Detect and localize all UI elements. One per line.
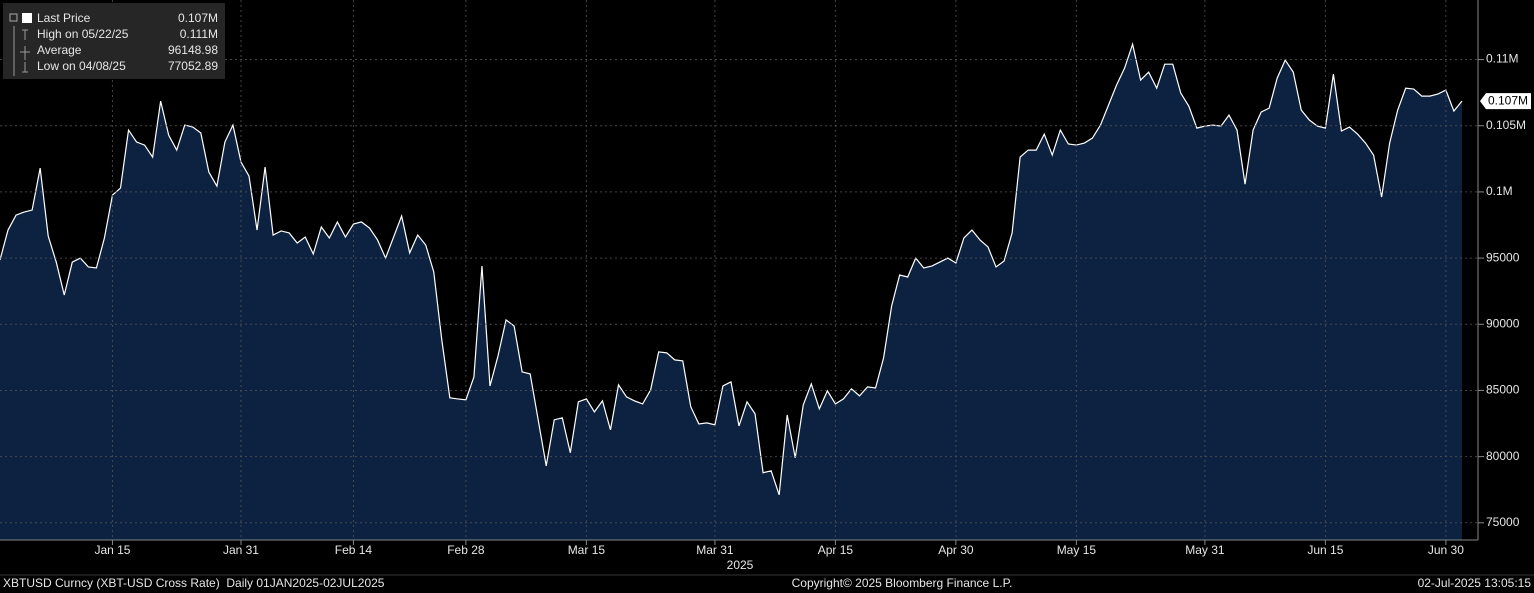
legend-name: Average bbox=[37, 43, 82, 57]
y-tick-label: 85000 bbox=[1486, 383, 1520, 397]
legend: Last Price 0.107M High on 05/22/25 0.111M Av… bbox=[3, 3, 225, 79]
footer-center: Copyright© 2025 Bloomberg Finance L.P. bbox=[792, 576, 1013, 590]
y-tick-label: 75000 bbox=[1486, 515, 1520, 529]
x-tick-label: Jun 15 bbox=[1307, 543, 1343, 557]
x-tick-label: Jan 31 bbox=[223, 543, 259, 557]
area-fill bbox=[0, 44, 1462, 541]
x-tick-label: Jan 15 bbox=[94, 543, 130, 557]
footer-left: XBTUSD Curncy (XBT-USD Cross Rate) Daily… bbox=[3, 576, 385, 590]
x-tick-label: Feb 28 bbox=[447, 543, 485, 557]
x-tick-label: Apr 30 bbox=[938, 543, 974, 557]
last-price-label: 0.107M bbox=[1488, 93, 1528, 107]
y-tick-label: 0.11M bbox=[1486, 52, 1518, 66]
y-tick-label: 90000 bbox=[1486, 316, 1520, 330]
legend-name: Last Price bbox=[37, 11, 91, 25]
y-tick-label: 0.1M bbox=[1486, 184, 1513, 198]
legend-name: High on 05/22/25 bbox=[37, 27, 129, 41]
footer-right: 02-Jul-2025 13:05:15 bbox=[1418, 576, 1532, 590]
legend-swatch bbox=[22, 13, 32, 23]
x-tick-label: May 31 bbox=[1185, 543, 1225, 557]
legend-toggle bbox=[9, 13, 18, 22]
legend-value: 96148.98 bbox=[168, 43, 218, 57]
x-tick-label: Mar 31 bbox=[696, 543, 734, 557]
legend-name: Low on 04/08/25 bbox=[37, 59, 126, 73]
year-label: 2025 bbox=[727, 558, 754, 572]
legend-icons bbox=[13, 26, 30, 76]
legend-value: 0.107M bbox=[178, 11, 218, 25]
plot-area bbox=[0, 0, 1478, 541]
x-tick-label: Mar 15 bbox=[568, 543, 606, 557]
x-tick-label: Feb 14 bbox=[335, 543, 373, 557]
legend-box bbox=[3, 3, 225, 79]
y-tick-label: 95000 bbox=[1486, 250, 1520, 264]
last-price-tag bbox=[1480, 93, 1531, 110]
y-tick-label: 80000 bbox=[1486, 449, 1520, 463]
legend-value: 77052.89 bbox=[168, 59, 218, 73]
legend-value: 0.111M bbox=[180, 27, 218, 41]
x-tick-label: Jun 30 bbox=[1428, 543, 1464, 557]
x-tick-label: May 15 bbox=[1057, 543, 1097, 557]
price-line bbox=[0, 41, 1463, 496]
y-tick-label: 0.105M bbox=[1486, 118, 1526, 132]
x-tick-label: Apr 15 bbox=[818, 543, 854, 557]
